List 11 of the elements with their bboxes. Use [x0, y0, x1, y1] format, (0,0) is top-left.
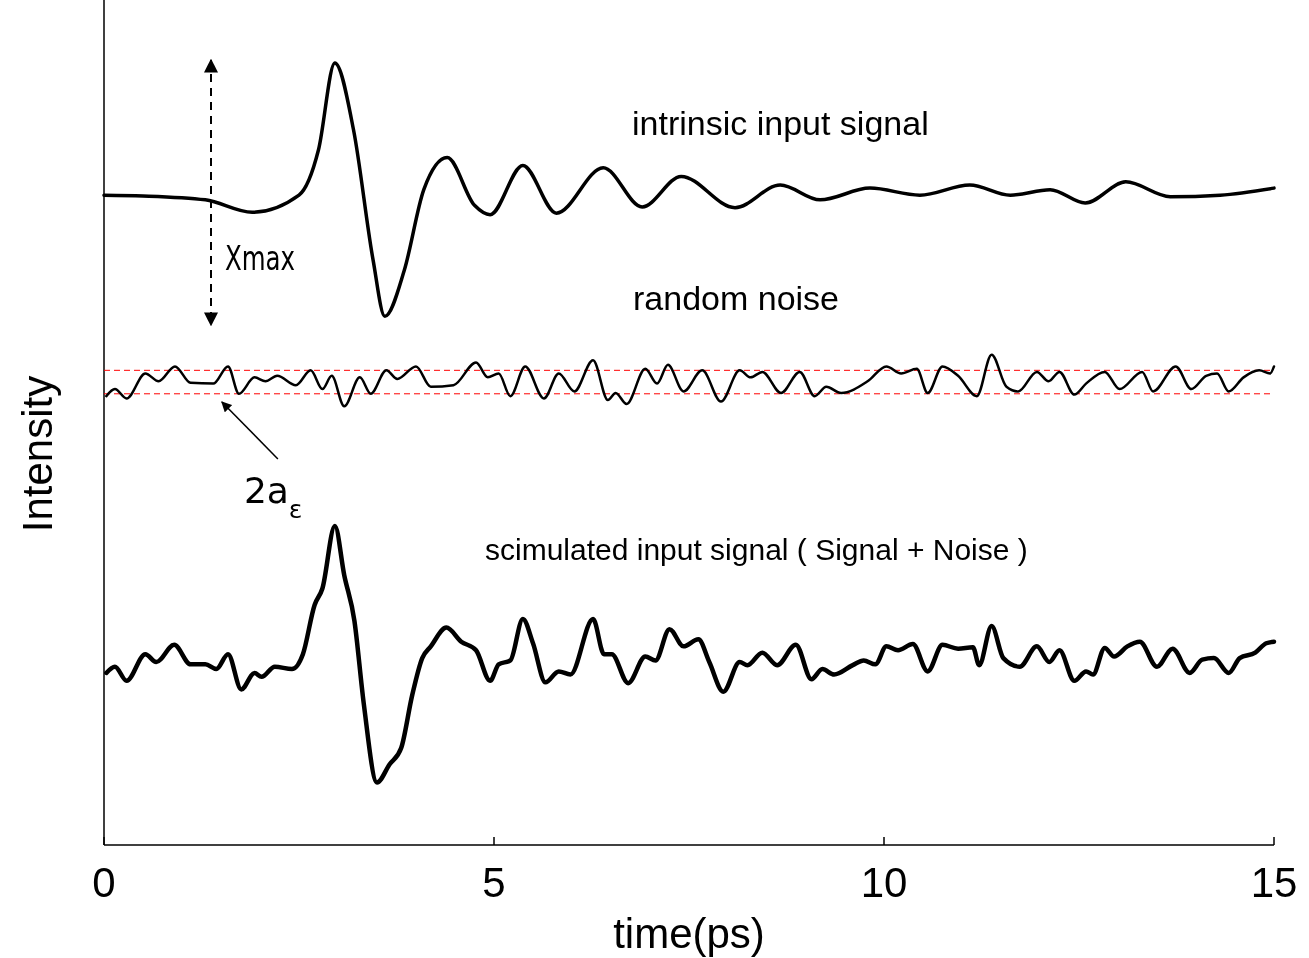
- x-axis-title: time(ps): [613, 910, 765, 957]
- x-tick-label: 10: [860, 859, 908, 906]
- annotation: Xmax: [225, 237, 296, 278]
- x-tick-label: 15: [1250, 859, 1298, 906]
- text: scimulated input signal ( Signal + Noise ): [485, 533, 1028, 566]
- annotation: 2a$_{ε}$: [243, 469, 303, 524]
- x-tick-label: 0: [92, 859, 116, 906]
- x-tick-label: 5: [482, 859, 506, 906]
- series-label: intrinsic input signal: [632, 104, 929, 142]
- series-label: random noise: [633, 279, 840, 317]
- y-axis-title: Intensity: [14, 375, 61, 533]
